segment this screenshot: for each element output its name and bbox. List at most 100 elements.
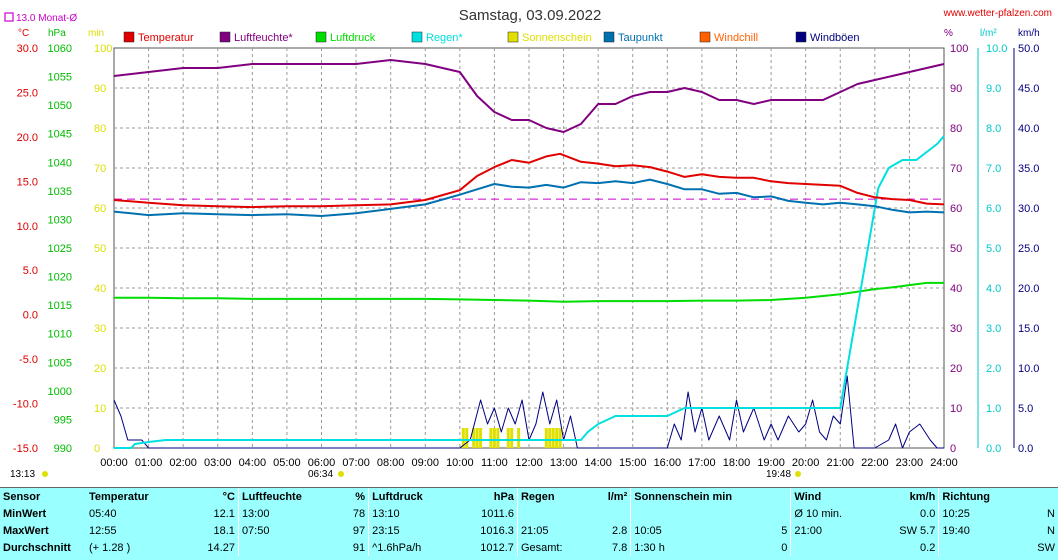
legend-swatch [315, 31, 327, 43]
sunset-time: 19:48 [766, 469, 791, 480]
stats-cell-s-time [630, 505, 751, 522]
sunshine-mark [506, 428, 510, 448]
temp-tick-label: 5.0 [23, 265, 38, 277]
stats-row-label: Durchschnitt [3, 541, 71, 554]
temp-tick-label: 20.0 [17, 132, 38, 144]
hour-tick-label: 02:00 [169, 457, 197, 469]
stats-cell-h-val: 91 [352, 541, 366, 554]
rain-header: Regen [516, 488, 591, 505]
stats-cell-d-val: N [1047, 524, 1055, 537]
legend-label: Windchill [714, 32, 758, 44]
temp-unit: °C [18, 28, 29, 39]
hour-tick-label: 07:00 [342, 457, 370, 469]
sunshine-mark [496, 428, 500, 448]
stats-row-maxwert: MaxWert 12:55 18.1 07:50 97 23:15 1016.3 21:05 2… [0, 522, 1058, 539]
hour-tick-label: 24:00 [930, 457, 958, 469]
stats-row-durchschnitt: Durchschnitt (+ 1.28 ) 14.27 91 ^1.6hPa/h 101… [0, 539, 1058, 556]
stats-cell-r-time: Gesamt: [516, 539, 591, 556]
wind-tick-label: 30.0 [1018, 203, 1039, 215]
stats-row-label: MinWert [3, 507, 47, 520]
hum-tick-label: 70 [950, 163, 962, 175]
stats-cell-w-time [790, 539, 874, 556]
sunshine-mark [479, 428, 483, 448]
press-tick-label: 1020 [48, 272, 72, 284]
hum-tick-label: 80 [950, 123, 962, 135]
stats-cell-p-val: 1016.3 [480, 524, 514, 537]
hour-tick-label: 22:00 [861, 457, 889, 469]
wind-tick-label: 5.0 [1018, 403, 1033, 415]
sunset-icon [795, 471, 801, 477]
rain-tick-label: 10.0 [986, 43, 1007, 55]
site-link[interactable]: www.wetter-pfalzen.com [943, 8, 1052, 19]
hour-tick-label: 03:00 [204, 457, 232, 469]
start-time: 13:13 [10, 469, 35, 480]
rain-tick-label: 0.0 [986, 443, 1001, 455]
stats-cell-r-time [516, 505, 591, 522]
stats-cell-t-time: 05:40 [89, 507, 117, 520]
chart-title: Samstag, 03.09.2022 [459, 7, 602, 24]
rain-tick-label: 4.0 [986, 283, 1001, 295]
stats-cell-t-time: 12:55 [89, 524, 117, 537]
stats-row-minwert: MinWert 05:40 12.1 13:00 78 13:10 1011.6 Ø 10 m… [0, 505, 1058, 522]
rain-tick-label: 3.0 [986, 323, 1001, 335]
stats-cell-d-val: SW [1037, 541, 1055, 554]
hour-tick-label: 08:00 [377, 457, 405, 469]
temp-tick-label: 0.0 [23, 310, 38, 322]
min-tick-label: 60 [94, 203, 106, 215]
stats-cell-h-time [237, 539, 340, 556]
stats-cell-h-time: 07:50 [237, 522, 340, 539]
press-unit: hPa [48, 28, 66, 39]
hum-tick-label: 100 [950, 43, 968, 55]
press-unit-header: hPa [493, 490, 514, 503]
rain-tick-label: 7.0 [986, 163, 1001, 175]
legend-label: Taupunkt [618, 32, 663, 44]
series-line-taupunkt [113, 178, 945, 217]
press-tick-label: 1000 [48, 386, 72, 398]
stats-cell-w-val: 0.2 [920, 541, 936, 554]
temp-tick-label: -5.0 [19, 354, 38, 366]
hour-tick-label: 10:00 [446, 457, 474, 469]
rain-tick-label: 9.0 [986, 83, 1001, 95]
hour-tick-label: 12:00 [515, 457, 543, 469]
legend-swatch [603, 31, 615, 43]
wind-tick-label: 20.0 [1018, 283, 1039, 295]
hum-tick-label: 50 [950, 243, 962, 255]
hour-tick-label: 15:00 [619, 457, 647, 469]
sunshine-mark [475, 428, 479, 448]
legend-swatch [123, 31, 135, 43]
stats-cell-t-val: 18.1 [213, 524, 235, 537]
sunshine-mark [551, 428, 555, 448]
hum-tick-label: 90 [950, 83, 962, 95]
temp-unit-header: °C [222, 490, 235, 503]
stats-sensor-header: Sensor [3, 490, 41, 503]
sun-header: Sonnenschein min [630, 488, 791, 505]
min-tick-label: 50 [94, 243, 106, 255]
hum-unit: % [944, 28, 953, 39]
press-header: Luftdruck [368, 488, 457, 505]
rain-unit-header: l/m² [607, 490, 628, 503]
stats-cell-t-time: (+ 1.28 ) [89, 541, 131, 554]
hour-tick-label: 23:00 [896, 457, 924, 469]
stats-cell-w-val: 0.0 [920, 507, 936, 520]
min-tick-label: 100 [94, 43, 112, 55]
temp-tick-label: -10.0 [13, 399, 38, 411]
temp-header: Temperatur [89, 490, 149, 503]
legend-label: Luftfeuchte* [234, 32, 293, 44]
wind-tick-label: 40.0 [1018, 123, 1039, 135]
stats-cell-s-val: 5 [781, 524, 788, 537]
hour-tick-label: 13:00 [550, 457, 578, 469]
press-tick-label: 1025 [48, 243, 72, 255]
min-tick-label: 80 [94, 123, 106, 135]
axis-ticks: 30.0 25.0 20.0 15.0 10.0 5.0 0.0 -5.0 -10.0 -15.0… [13, 43, 1040, 469]
hour-tick-label: 11:00 [481, 457, 508, 469]
stats-table: Sensor Temperatur °C Luftfeuchte % Luftd… [0, 488, 1058, 556]
rain-tick-label: 2.0 [986, 363, 1001, 375]
wind-tick-label: 0.0 [1018, 443, 1033, 455]
legend: Temperatur Luftfeuchte* Luftdruck Regen* Son… [123, 31, 860, 44]
min-tick-label: 10 [94, 403, 106, 415]
min-tick-label: 90 [94, 83, 106, 95]
legend-label: Windböen [810, 32, 860, 44]
legend-swatch [411, 31, 423, 43]
series-line-luftfeuchte [113, 59, 945, 133]
hour-tick-label: 19:00 [757, 457, 785, 469]
